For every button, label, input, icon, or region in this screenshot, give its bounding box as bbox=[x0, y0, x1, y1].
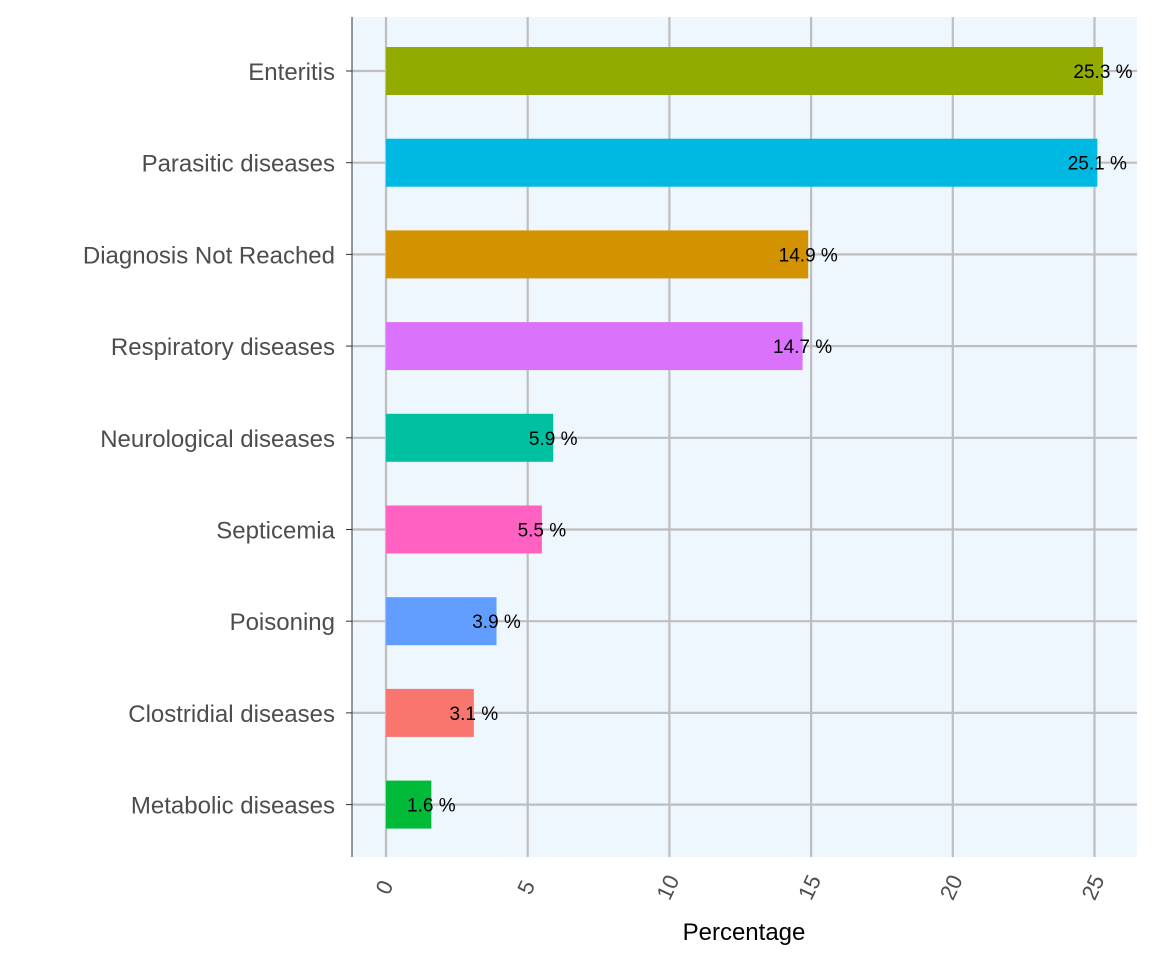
bar-diagnosis-not-reached bbox=[386, 230, 809, 279]
bar-enteritis bbox=[386, 47, 1103, 95]
x-tick-label: 0 bbox=[371, 876, 399, 898]
data-label: 5.9 % bbox=[529, 429, 578, 450]
data-label: 5.5 % bbox=[518, 521, 567, 542]
category-label: Parasitic diseases bbox=[142, 151, 335, 178]
data-label: 25.3 % bbox=[1073, 62, 1132, 83]
data-label: 3.9 % bbox=[472, 612, 521, 633]
category-label: Poisoning bbox=[230, 609, 335, 636]
data-label: 14.7 % bbox=[773, 337, 832, 358]
data-label: 14.9 % bbox=[779, 245, 838, 266]
category-label: Neurological diseases bbox=[100, 426, 335, 453]
bar-poisoning bbox=[386, 597, 497, 646]
bar-clostridial-diseases bbox=[386, 688, 474, 737]
category-label: Metabolic diseases bbox=[131, 793, 335, 820]
bar-septicemia bbox=[386, 505, 542, 554]
x-tick-label: 10 bbox=[651, 871, 684, 904]
data-labels: 25.3 % 25.1 % 14.9 % 14.7 % 5.9 % 5.5 % 3.9 % 3… bbox=[407, 62, 1133, 817]
x-axis-ticks: 0 5 10 15 20 25 bbox=[371, 871, 1110, 904]
bar-respiratory-diseases bbox=[386, 322, 803, 371]
category-label: Enteritis bbox=[248, 59, 335, 86]
bar-neurological-diseases bbox=[386, 413, 554, 462]
category-label: Diagnosis Not Reached bbox=[83, 242, 335, 269]
category-label: Septicemia bbox=[216, 518, 335, 545]
category-label: Respiratory diseases bbox=[111, 334, 335, 361]
x-tick-label: 20 bbox=[935, 871, 968, 904]
x-tick-label: 5 bbox=[512, 876, 540, 898]
x-tick-label: 15 bbox=[793, 871, 826, 904]
x-tick-label: 25 bbox=[1076, 871, 1109, 904]
data-label: 3.1 % bbox=[450, 704, 499, 725]
category-ticks: Enteritis Parasitic diseases Diagnosis Not… bbox=[83, 59, 352, 820]
category-label: Clostridial diseases bbox=[128, 701, 335, 728]
bars bbox=[386, 47, 1103, 829]
data-label: 25.1 % bbox=[1068, 154, 1127, 175]
data-label: 1.6 % bbox=[407, 796, 456, 817]
bar-parasitic-diseases bbox=[386, 138, 1098, 187]
bar-metabolic-diseases bbox=[386, 780, 432, 829]
x-axis-title: Percentage bbox=[683, 919, 806, 946]
